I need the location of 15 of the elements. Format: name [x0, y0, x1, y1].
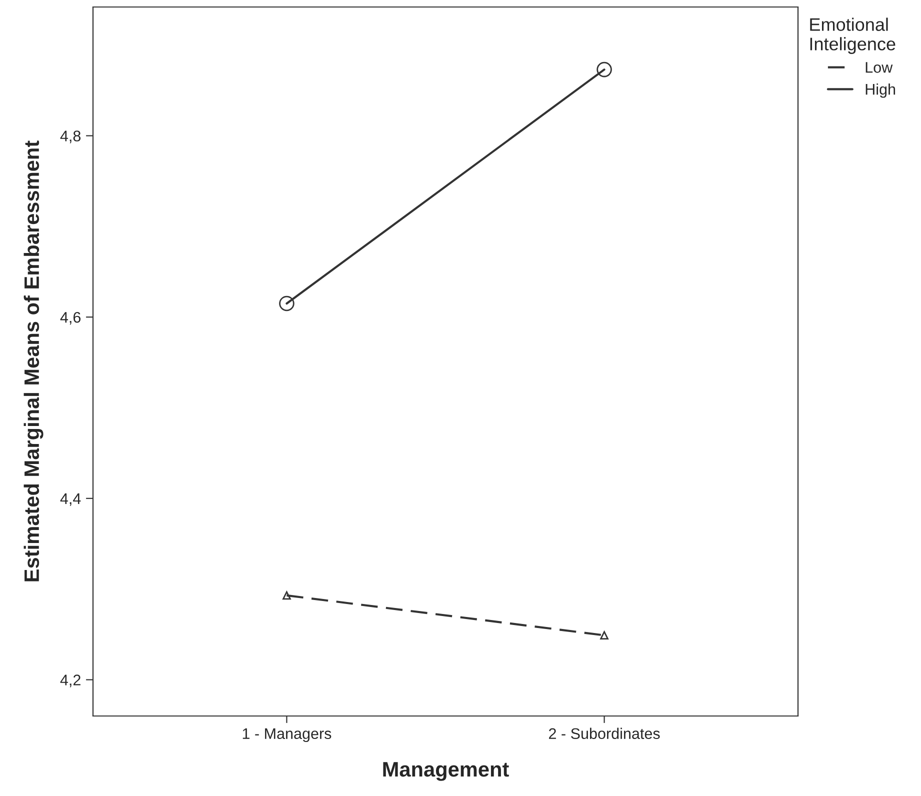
y-tick-label: 4,8 [60, 130, 81, 144]
y-axis-title: Estimated Marginal Means of Embaressment [24, 140, 44, 582]
point [282, 591, 291, 600]
x-axis-title: Management [383, 762, 509, 781]
point [600, 631, 608, 640]
legend-title: Emotional Inteligence [810, 18, 896, 54]
legend-label: High [866, 83, 896, 98]
legend-label: Low [866, 62, 893, 73]
point [596, 62, 612, 78]
y-tick-label: 4,2 [60, 674, 80, 688]
y-tick-label: 4,6 [60, 312, 81, 325]
x-tick-label: 2 - Subordinates [549, 728, 660, 740]
y-tick-label: 4,4 [60, 493, 81, 506]
point [279, 296, 294, 312]
x-tick-label: 1 - Managers [242, 728, 332, 742]
